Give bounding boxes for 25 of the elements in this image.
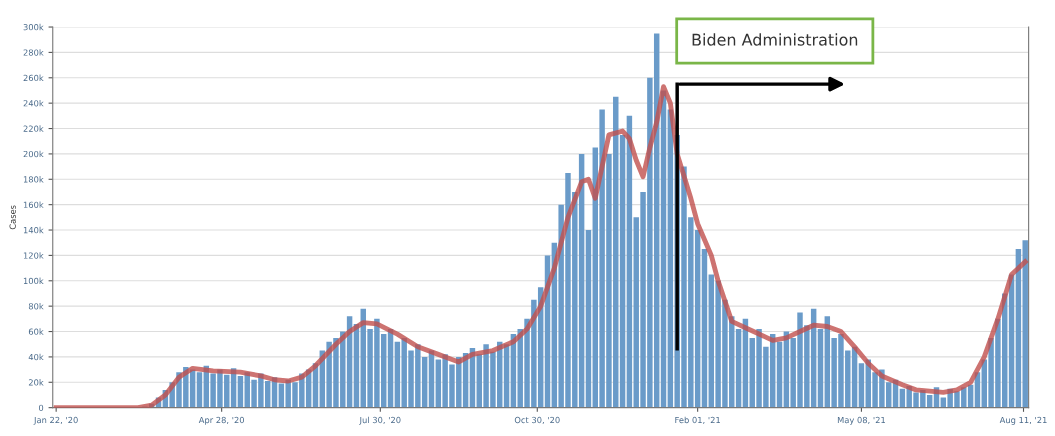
x-tick-label: May 08, '21 [837,416,885,425]
y-tick-label: 140k [23,226,44,234]
ref-line-label: Biden Administration [692,33,858,46]
x-tick-label: Jul 30, '20 [359,416,401,425]
y-tick-label: 0 [38,404,44,411]
y-tick-label: 240k [23,99,44,107]
y-tick-label: 40k [28,353,44,361]
x-tick-label: Aug 11, '21 [999,416,1047,425]
y-tick-label: 20k [28,379,44,386]
y-tick-label: 120k [23,252,44,259]
x-tick-label: Apr 28, '20 [198,416,245,425]
y-tick-label: 300k [23,23,44,31]
y-tick-label: 180k [23,176,44,183]
x-tick-label: Jan 22, '20 [33,416,78,425]
y-tick-label: 220k [23,125,44,132]
y-tick-label: 80k [28,302,44,310]
y-tick-label: 260k [23,74,44,82]
y-tick-label: 60k [28,328,44,335]
x-tick-label: Oct 30, '20 [514,416,560,424]
y-tick-label: 280k [23,49,44,56]
y-tick-label: 160k [23,201,44,208]
y-axis-title: Cases [9,205,16,230]
y-tick-label: 100k [23,277,44,285]
y-tick-label: 200k [23,150,44,158]
x-tick-label: Feb 01, '21 [675,416,720,424]
